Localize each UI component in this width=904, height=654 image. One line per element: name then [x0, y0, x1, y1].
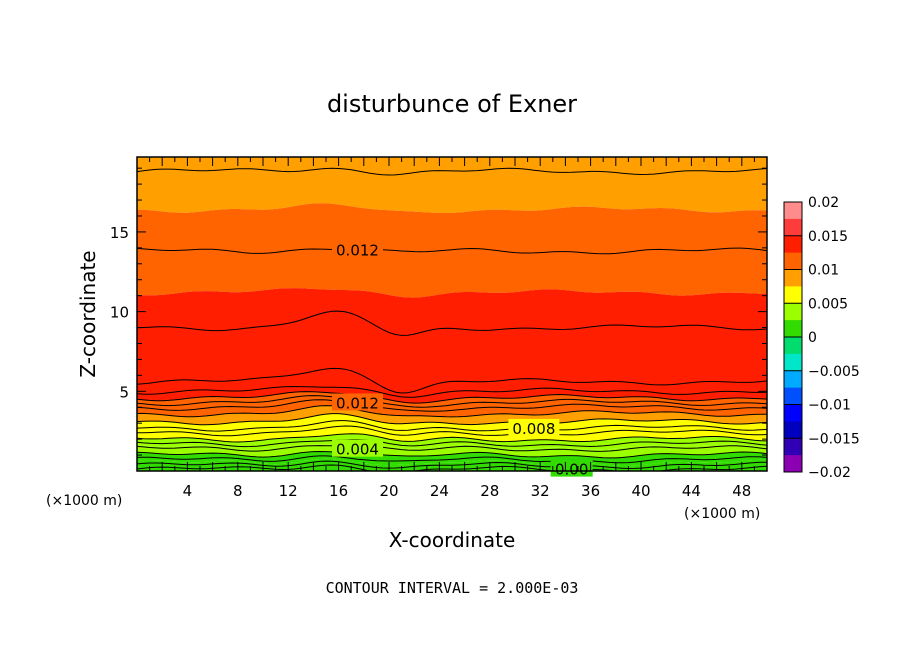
contour-line	[137, 399, 767, 412]
contour-line	[137, 405, 767, 418]
x-tick-label: 4	[183, 482, 193, 500]
contour-label-bg	[332, 240, 383, 258]
x-tick-label: 8	[233, 482, 243, 500]
colorbar-tick-label: −0.01	[808, 398, 851, 414]
x-tick-label: 48	[732, 482, 751, 500]
y-tick-label: 10	[110, 304, 129, 322]
colorbar-swatch	[784, 252, 802, 270]
colorbar-swatch	[784, 353, 802, 372]
contour-label: 0.004	[336, 441, 379, 459]
colorbar-tick-label: 0.015	[808, 229, 848, 245]
contour-band	[137, 168, 767, 213]
contour-label-bg	[332, 393, 383, 411]
contour-band	[137, 426, 767, 442]
contour-band	[137, 311, 767, 393]
contour-line	[137, 420, 767, 432]
x-tick-label: 44	[682, 482, 701, 500]
contour-labels: 0.012 0.012 0.008 0.004 0.00	[332, 240, 593, 479]
y-tick-label: 15	[110, 224, 129, 242]
x-tick-label: 24	[430, 482, 449, 500]
x-tick-label: 32	[531, 482, 550, 500]
contour-band	[137, 399, 767, 417]
colorbar-tick-label: 0.005	[808, 296, 848, 312]
x-axis-label: X-coordinate	[389, 528, 516, 552]
colorbar-tick-label: −0.02	[808, 465, 851, 481]
contour-line	[137, 433, 767, 443]
contour-interval-note: CONTOUR INTERVAL = 2.000E-03	[326, 579, 579, 597]
x-tick-label: 40	[631, 482, 650, 500]
contour-line	[137, 167, 767, 176]
colorbar-swatch	[784, 455, 802, 473]
colorbar-swatch	[784, 421, 802, 439]
colorbar: 0.02 0.015 0.01 0.005 0 −0.005 −0.01 −0.015 −0.0…	[783, 195, 860, 481]
colorbar-swatch	[784, 370, 802, 389]
contour-label: 0.012	[336, 241, 379, 259]
contour-band	[137, 203, 767, 254]
contour-label-bg	[508, 418, 560, 436]
y-axis: 5 10 15	[110, 167, 767, 456]
contour-line	[137, 455, 767, 464]
colorbar-swatch	[784, 218, 802, 237]
contour-line	[137, 450, 767, 459]
contour-label: 0.008	[512, 420, 555, 438]
colorbar-swatch	[784, 387, 802, 405]
contour-band	[137, 368, 767, 404]
contour-band	[137, 288, 767, 336]
contour-line	[137, 413, 767, 426]
contour-line	[137, 395, 767, 408]
contour-band	[137, 157, 767, 175]
x-tick-label: 36	[581, 482, 600, 500]
contour-line	[137, 367, 767, 394]
colorbar-swatch	[784, 202, 802, 220]
contour-label-bg	[332, 439, 383, 457]
contour-line	[137, 247, 767, 255]
contour-line	[137, 439, 767, 448]
colorbar-swatch	[784, 286, 802, 304]
contour-label: 0.00	[555, 461, 588, 479]
x-tick-label: 28	[480, 482, 499, 500]
y-tick-label: 5	[119, 383, 129, 401]
colorbar-swatch	[784, 320, 802, 338]
y-axis-label: Z-coordinate	[76, 250, 100, 377]
colorbar-tick-label: 0.02	[808, 195, 839, 211]
colorbar-swatch	[784, 303, 802, 321]
colorbar-swatch	[784, 337, 802, 355]
colorbar-swatch	[784, 438, 802, 456]
contour-label-bg	[550, 459, 593, 477]
colorbar-swatch	[784, 404, 802, 422]
x-tick-label: 20	[379, 482, 398, 500]
x-axis: 4 8 12 16 20 24 28 32 36 40 44 48	[149, 157, 755, 500]
colorbar-tick-label: 0.01	[808, 263, 839, 279]
contour-lines	[137, 167, 767, 471]
colorbar-tick-label: 0	[808, 330, 817, 346]
colorbar-swatch	[784, 269, 802, 287]
colorbar-swatch	[784, 235, 802, 254]
contour-line	[137, 310, 767, 336]
x-tick-label: 16	[329, 482, 348, 500]
contour-line	[137, 385, 767, 398]
contour-line	[137, 445, 767, 452]
colorbar-tick-label: −0.005	[808, 364, 860, 380]
x-tick-label: 12	[279, 482, 298, 500]
x-unit-label-left: (×1000 m)	[46, 493, 122, 509]
x-unit-label-right: (×1000 m)	[684, 506, 760, 522]
contour-line	[137, 425, 767, 437]
contour-line	[137, 460, 767, 470]
contour-label: 0.012	[336, 394, 379, 412]
chart-title: disturbunce of Exner	[327, 90, 577, 118]
contour-line	[137, 391, 767, 404]
contour-band	[137, 248, 767, 298]
colorbar-tick-label: −0.015	[808, 431, 860, 447]
